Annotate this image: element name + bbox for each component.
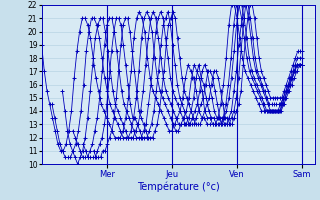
X-axis label: Température (°c): Température (°c) xyxy=(137,181,220,192)
